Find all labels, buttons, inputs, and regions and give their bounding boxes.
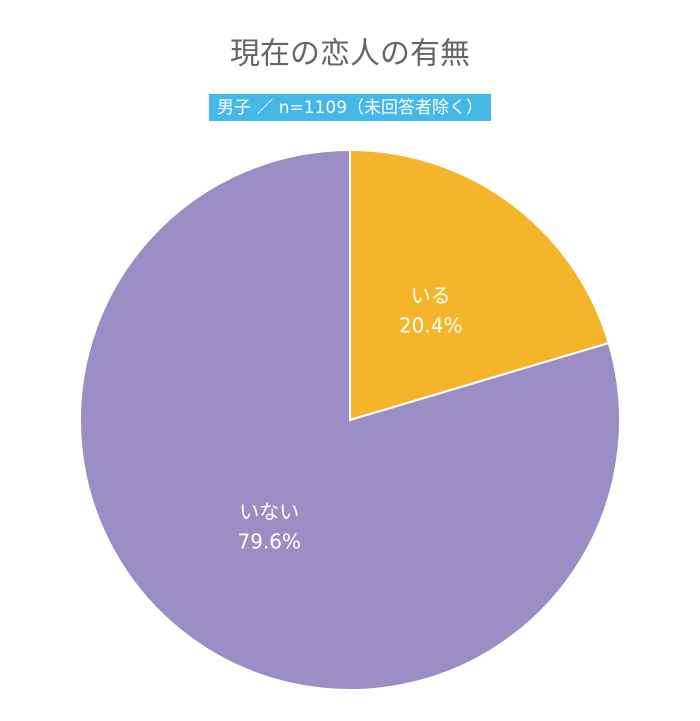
slice-value-label: 20.4%	[399, 313, 463, 337]
chart-title: 現在の恋人の有無	[230, 37, 470, 72]
pie-slice	[79, 148, 621, 691]
pie-slice	[349, 148, 611, 422]
chart-subtitle: 男子 ／ n=1109（未回答者除く）	[217, 98, 483, 118]
slice-category-label: いる	[411, 283, 451, 307]
subtitle-background	[208, 94, 492, 121]
slice-category-label: いない	[239, 500, 299, 524]
slice-value-label: 79.6%	[238, 530, 302, 554]
